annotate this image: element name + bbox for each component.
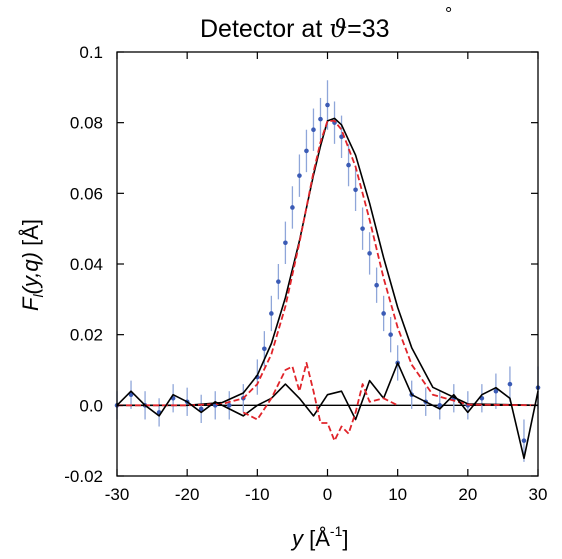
data-point (339, 134, 344, 140)
x-tick-label: 0 (323, 485, 332, 504)
x-tick-label: -10 (245, 485, 270, 504)
x-tick-label: -30 (105, 485, 130, 504)
data-point (269, 311, 274, 316)
series-line-1 (117, 117, 539, 407)
y-tick-label: -0.02 (64, 467, 103, 486)
x-tick-label: 20 (458, 485, 477, 504)
x-axis-title-text: y [Å-1] (290, 523, 349, 551)
data-point (507, 381, 513, 387)
x-axis-unit: [Å (309, 526, 330, 551)
data-point (198, 406, 204, 412)
chart-title-prefix: Detector at (200, 15, 329, 43)
data-point (367, 251, 372, 256)
data-point (226, 403, 232, 408)
y-tick-label: 0.1 (79, 43, 103, 62)
x-axis-var: y (290, 526, 305, 551)
x-tick-label: -20 (175, 485, 200, 504)
y-axis-var: F (18, 296, 43, 311)
data-point (388, 332, 393, 337)
chart-title: Detector at ϑ=33 ° (200, 4, 452, 43)
chart-title-degree: ° (445, 4, 452, 24)
data-point (297, 173, 302, 178)
x-tick-label: 10 (388, 485, 407, 504)
x-axis-exp: -1 (330, 523, 343, 539)
y-tick-label: 0.0 (79, 396, 103, 415)
data-point (374, 282, 379, 288)
series-line-4 (242, 361, 399, 442)
data-point (381, 311, 386, 316)
y-tick-label: 0.04 (70, 255, 103, 274)
data-point (521, 438, 527, 443)
y-tick-label: 0.02 (70, 326, 103, 345)
data-point (304, 148, 309, 154)
x-axis-close: ] (342, 526, 348, 551)
data-point (325, 102, 330, 108)
y-axis-title-text: Fl(y,q) [Å] (18, 219, 46, 311)
y-axis-title: Fl(y,q) [Å] (18, 219, 46, 311)
data-point (276, 279, 281, 284)
data-point (437, 403, 443, 408)
data-point (262, 346, 267, 352)
series-line-2 (117, 120, 539, 407)
chart-title-suffix: =33 (347, 15, 389, 43)
x-axis-title: y [Å-1] (290, 523, 349, 551)
series-line-3 (116, 362, 539, 460)
data-point (128, 392, 134, 398)
data-point (360, 226, 365, 231)
chart-title-symbol: ϑ (329, 14, 347, 43)
y-axis-args: (y,q) (18, 252, 43, 294)
y-tick-label: 0.06 (70, 184, 103, 203)
data-point (318, 116, 323, 122)
x-tick-label: 30 (529, 485, 548, 504)
data-point (353, 187, 358, 193)
y-tick-label: 0.08 (70, 114, 103, 133)
chart-title-text: Detector at ϑ=33 (200, 14, 390, 43)
y-axis-unit: [Å] (18, 219, 43, 246)
data-point (290, 205, 295, 210)
data-point (311, 127, 316, 133)
plot-area (114, 80, 541, 462)
y-axis-sub: l (30, 294, 46, 298)
data-point (346, 162, 351, 168)
axis-ticks: -30 -20 -10 0 10 20 30 -0.02 0.0 0.02 0.04 0.06 0.08… (64, 43, 547, 504)
data-point (283, 240, 288, 246)
data-point (493, 388, 499, 394)
